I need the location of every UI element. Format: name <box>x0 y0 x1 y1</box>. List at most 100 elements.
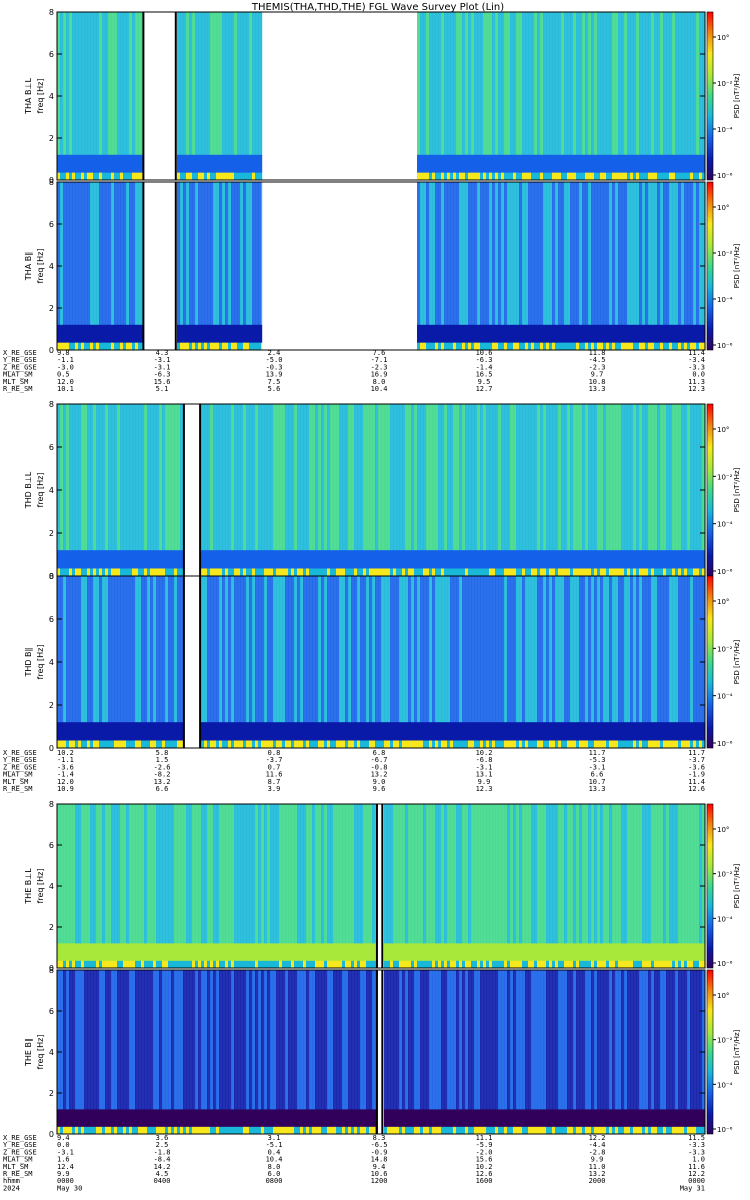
spectrogram-cell <box>132 1109 136 1134</box>
spectrogram-cell <box>645 1126 649 1134</box>
spectrogram-cell <box>147 943 151 968</box>
spectrogram-cell <box>186 804 190 968</box>
spectrogram-cell <box>558 960 562 968</box>
spectrogram-cell <box>600 342 604 350</box>
spectrogram-cell <box>414 740 418 748</box>
spectrogram-cell <box>489 960 493 968</box>
spectrogram-cell <box>357 804 361 968</box>
spectrogram-cell <box>636 576 640 748</box>
spectrogram-cell <box>102 404 106 576</box>
spectrogram-cell <box>195 943 199 968</box>
spectrogram-cell <box>165 970 169 1134</box>
spectrogram-cell <box>132 154 136 180</box>
spectrogram-cell <box>297 404 301 576</box>
spectrogram-cell <box>270 568 274 576</box>
spectrogram-cell <box>174 970 178 1134</box>
spectrogram-cell <box>564 550 568 576</box>
spectrogram-cell <box>444 576 448 748</box>
ephemeris-value: 0.4 <box>268 1148 281 1156</box>
spectrogram-cell <box>423 722 427 748</box>
spectrogram-cell <box>174 404 178 576</box>
spectrogram-cell <box>618 324 622 350</box>
spectrogram-cell <box>540 172 544 180</box>
spectrogram-cell <box>141 804 145 968</box>
spectrogram-cell <box>636 1126 640 1134</box>
spectrogram-cell <box>339 550 343 576</box>
spectrogram-cell <box>534 740 538 748</box>
spectrogram-cell <box>663 404 667 576</box>
spectrogram-cell <box>390 970 394 1134</box>
spectrogram-cell <box>486 576 490 748</box>
spectrogram-cell <box>477 172 481 180</box>
spectrogram-cell <box>501 568 505 576</box>
ephemeris-value: 10.6 <box>371 1170 388 1178</box>
spectrogram-cell <box>177 324 181 350</box>
spectrogram-cell <box>114 740 118 748</box>
spectrogram-cell <box>501 182 505 350</box>
spectrogram-cell <box>438 576 442 748</box>
spectrogram-cell <box>234 576 238 748</box>
spectrogram-cell <box>252 342 256 350</box>
ephemeris-value: 0.5 <box>57 371 70 379</box>
spectrogram-cell <box>327 550 331 576</box>
spectrogram-cell <box>282 1109 286 1134</box>
ephemeris-value: 10.2 <box>476 749 493 757</box>
spectrogram-cell <box>120 568 124 576</box>
spectrogram-cell <box>681 550 685 576</box>
spectrogram-cell <box>633 960 637 968</box>
ephemeris-value: 11.4 <box>688 349 705 357</box>
spectrogram-cell <box>156 740 160 748</box>
spectrogram-cell <box>246 960 250 968</box>
spectrogram-cell <box>648 172 652 180</box>
spectrogram-cell <box>81 154 85 180</box>
spectrogram-cell <box>546 1109 550 1134</box>
ephemeris-value: -1.4 <box>57 771 74 779</box>
spectrogram-cell <box>231 172 235 180</box>
ephemeris-value: 12.6 <box>476 1170 493 1178</box>
spectrogram-cell <box>381 550 385 576</box>
spectrogram-cell <box>615 804 619 968</box>
spectrogram-cell <box>567 182 571 350</box>
spectrogram-cell <box>651 1109 655 1134</box>
ephemeris-value: 5.8 <box>156 749 169 757</box>
spectrogram-cell <box>177 568 181 576</box>
spectrogram-cell <box>432 568 436 576</box>
spectrogram-cell <box>180 154 184 180</box>
spectrogram-cell <box>405 404 409 576</box>
spectrogram-cell <box>696 722 700 748</box>
spectrogram-cell <box>648 576 652 748</box>
spectrogram-cell <box>498 960 502 968</box>
spectrogram-cell <box>285 568 289 576</box>
spectrogram-cell <box>441 324 445 350</box>
spectrogram-cell <box>330 568 334 576</box>
spectrogram-cell <box>657 943 661 968</box>
spectrogram-cell <box>585 154 589 180</box>
spectrogram-cell <box>75 960 79 968</box>
spectrogram-cell <box>438 722 442 748</box>
spectrogram-cell <box>417 970 421 1134</box>
spectrogram-cell <box>222 1109 226 1134</box>
spectrogram-cell <box>543 342 547 350</box>
spectrogram-cell <box>75 324 79 350</box>
spectrogram-cell <box>549 722 553 748</box>
spectrogram-cell <box>639 722 643 748</box>
spectrogram-cell <box>126 960 130 968</box>
spectrogram-cell <box>393 960 397 968</box>
spectrogram-cell <box>384 568 388 576</box>
spectrogram-cell <box>171 568 175 576</box>
spectrogram-cell <box>297 576 301 748</box>
ephemeris-value: -2.6 <box>154 763 171 771</box>
spectrogram-cell <box>543 804 547 968</box>
spectrogram-cell <box>360 960 364 968</box>
spectrogram-cell <box>348 404 352 576</box>
spectrogram-cell <box>228 722 232 748</box>
spectrogram-cell <box>465 182 469 350</box>
spectrogram-cell <box>219 324 223 350</box>
spectrogram-cell <box>537 970 541 1134</box>
spectrogram-cell <box>636 970 640 1134</box>
spectrogram-cell <box>84 324 88 350</box>
spectrogram-cell <box>123 804 127 968</box>
spectrogram-cell <box>441 550 445 576</box>
spectrogram-cell <box>483 342 487 350</box>
spectrogram-cell <box>291 740 295 748</box>
